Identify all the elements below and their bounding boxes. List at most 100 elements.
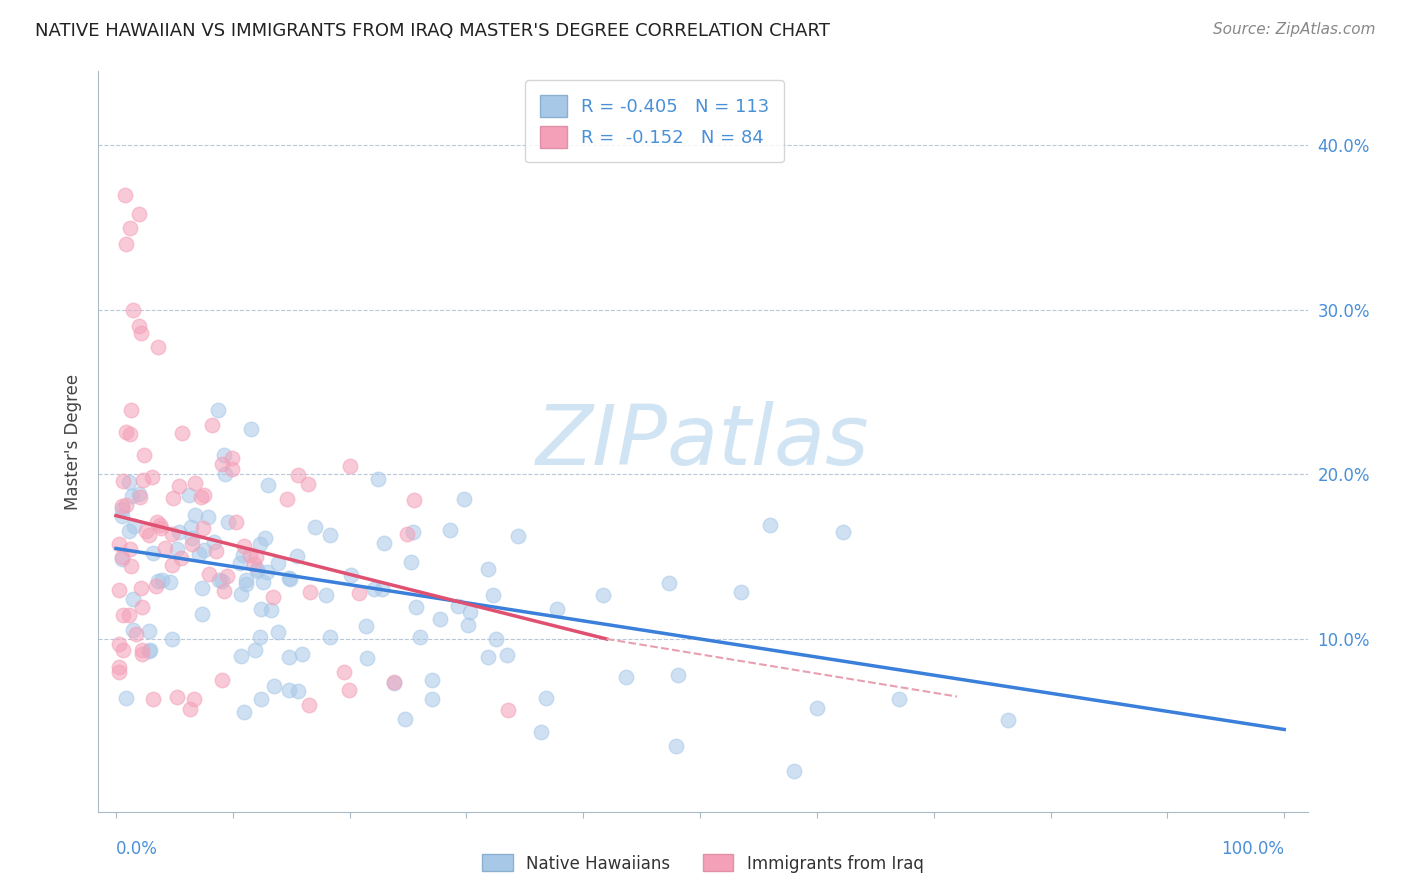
Point bbox=[277, 571, 299, 585]
Point bbox=[420, 692, 443, 706]
Point bbox=[190, 490, 212, 504]
Point bbox=[188, 547, 211, 561]
Point bbox=[447, 599, 470, 613]
Point bbox=[110, 549, 132, 564]
Point bbox=[658, 576, 681, 591]
Point bbox=[167, 524, 190, 539]
Point bbox=[160, 632, 183, 647]
Point bbox=[132, 473, 155, 487]
Point bbox=[129, 326, 152, 340]
Point bbox=[298, 698, 321, 712]
Point bbox=[267, 556, 290, 570]
Point bbox=[166, 690, 188, 704]
Point bbox=[184, 508, 207, 522]
Point bbox=[349, 586, 371, 600]
Point bbox=[114, 187, 136, 202]
Point bbox=[128, 487, 150, 501]
Point bbox=[287, 467, 309, 482]
Point bbox=[152, 574, 174, 588]
Point bbox=[146, 515, 169, 529]
Point bbox=[243, 558, 266, 572]
Point bbox=[382, 676, 405, 690]
Point bbox=[256, 478, 278, 492]
Point bbox=[481, 588, 503, 602]
Text: NATIVE HAWAIIAN VS IMMIGRANTS FROM IRAQ MASTER'S DEGREE CORRELATION CHART: NATIVE HAWAIIAN VS IMMIGRANTS FROM IRAQ … bbox=[35, 22, 830, 40]
Point bbox=[319, 630, 342, 644]
Point bbox=[191, 582, 214, 596]
Point bbox=[496, 703, 519, 717]
Point bbox=[128, 319, 150, 334]
Point bbox=[111, 642, 134, 657]
Point bbox=[477, 650, 499, 665]
Point bbox=[249, 537, 271, 551]
Point bbox=[212, 448, 235, 462]
Point bbox=[287, 684, 309, 698]
Point bbox=[315, 589, 337, 603]
Point bbox=[108, 583, 131, 598]
Point bbox=[211, 673, 233, 688]
Point bbox=[131, 581, 153, 595]
Point bbox=[399, 555, 422, 569]
Point bbox=[125, 627, 148, 641]
Point bbox=[162, 527, 184, 541]
Point bbox=[221, 450, 243, 465]
Point bbox=[197, 510, 219, 524]
Point bbox=[179, 702, 201, 716]
Point bbox=[887, 692, 910, 706]
Point bbox=[142, 692, 165, 706]
Point bbox=[477, 562, 499, 576]
Point bbox=[243, 643, 266, 657]
Point bbox=[138, 624, 160, 638]
Point bbox=[167, 479, 190, 493]
Point bbox=[128, 206, 150, 220]
Point bbox=[122, 302, 145, 317]
Point bbox=[132, 448, 155, 462]
Point bbox=[339, 459, 361, 474]
Point bbox=[180, 520, 202, 534]
Point bbox=[118, 220, 141, 235]
Point bbox=[409, 630, 432, 644]
Point bbox=[214, 467, 236, 481]
Point bbox=[118, 427, 141, 442]
Point bbox=[198, 566, 221, 581]
Point bbox=[263, 679, 285, 693]
Point bbox=[496, 648, 519, 663]
Point bbox=[108, 665, 131, 680]
Point bbox=[439, 523, 461, 537]
Point bbox=[592, 588, 614, 602]
Point bbox=[108, 637, 131, 651]
Point bbox=[231, 649, 253, 664]
Point bbox=[370, 582, 392, 596]
Point bbox=[267, 624, 290, 639]
Point bbox=[204, 544, 226, 558]
Point bbox=[394, 712, 416, 726]
Point bbox=[233, 706, 256, 720]
Point bbox=[114, 425, 136, 439]
Point bbox=[191, 521, 214, 535]
Point bbox=[141, 470, 163, 484]
Point bbox=[232, 549, 254, 563]
Point bbox=[135, 524, 157, 538]
Point bbox=[120, 403, 142, 417]
Point bbox=[291, 647, 314, 661]
Point bbox=[159, 575, 181, 590]
Point bbox=[730, 585, 752, 599]
Point bbox=[339, 682, 361, 697]
Point bbox=[666, 668, 689, 682]
Point bbox=[278, 682, 301, 697]
Point bbox=[356, 650, 378, 665]
Point bbox=[239, 422, 262, 436]
Point bbox=[367, 472, 389, 486]
Point bbox=[614, 670, 637, 684]
Point bbox=[172, 425, 194, 440]
Point bbox=[122, 623, 145, 637]
Point bbox=[162, 491, 184, 506]
Point bbox=[221, 462, 243, 476]
Point bbox=[131, 643, 153, 657]
Point bbox=[111, 552, 134, 566]
Point bbox=[278, 572, 301, 586]
Text: Source: ZipAtlas.com: Source: ZipAtlas.com bbox=[1212, 22, 1375, 37]
Point bbox=[149, 521, 172, 535]
Point bbox=[233, 539, 256, 553]
Point bbox=[211, 574, 233, 588]
